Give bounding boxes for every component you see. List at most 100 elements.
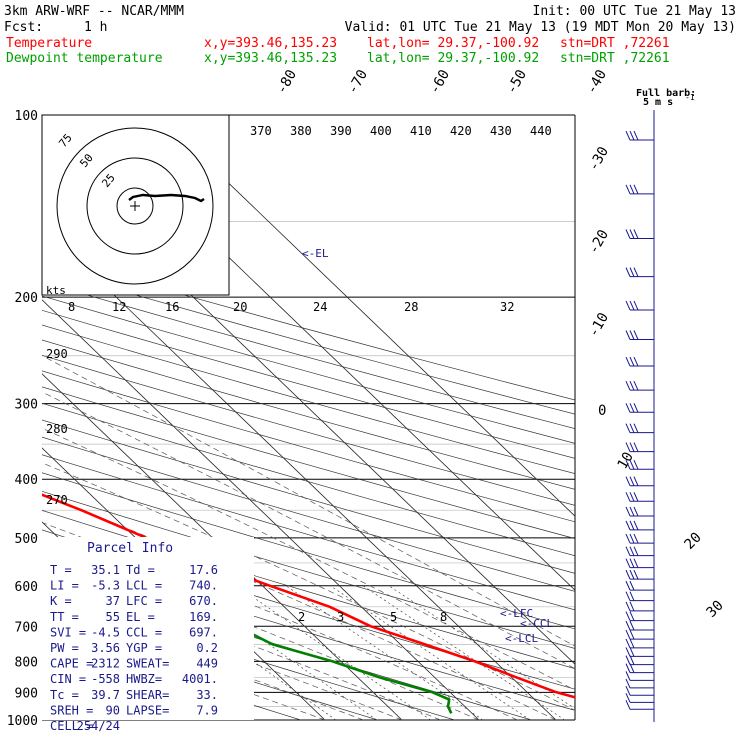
- wind-barb: [625, 380, 654, 391]
- dry-adiabat-line: [42, 339, 575, 490]
- mixing-ratio-label: 8: [440, 610, 447, 624]
- parcel-info-cell: SREH =: [50, 703, 93, 717]
- pressure-tick-label: 400: [15, 473, 38, 488]
- wind-barb: [625, 423, 654, 434]
- mixing-ratio-label: 12: [112, 300, 126, 314]
- forecast-label: Fcst:: [4, 20, 43, 35]
- isotherm-label: -70: [345, 67, 372, 97]
- isotherm-label: -50: [504, 67, 531, 97]
- ccl-label: <-CCL: [520, 617, 553, 630]
- wind-barb: [625, 678, 654, 689]
- mixing-ratio-label: 5: [390, 610, 397, 624]
- legend-temperature: Temperature x,y=393.46,135.23 lat,lon= 2…: [6, 36, 670, 51]
- isotherm-label: -10: [586, 310, 613, 340]
- parcel-info-cell: 55: [106, 610, 120, 624]
- lcl-label: <-LCL: [505, 632, 538, 645]
- isotherm-line: [42, 225, 557, 720]
- theta-e-label: 400: [370, 124, 392, 138]
- legend-temperature-xy: x,y=393.46,135.23: [204, 36, 337, 51]
- valid-time: Valid: 01 UTC Tue 21 May 13 (19 MDT Mon …: [345, 20, 736, 35]
- parcel-info-cell: EL =: [126, 610, 155, 624]
- parcel-info-cell: 2312: [91, 657, 120, 671]
- parcel-info-cell: CELL =: [50, 719, 93, 733]
- wind-barb: [625, 442, 654, 453]
- isotherm-label: -80: [274, 67, 301, 97]
- wind-barb: [625, 229, 654, 239]
- isotherm-label: 0: [598, 403, 606, 419]
- parcel-info-cell: 169.: [189, 610, 218, 624]
- forecast-value: 1 h: [84, 20, 107, 35]
- parcel-info-cell: Td =: [126, 563, 155, 577]
- theta-e-label: 410: [410, 124, 432, 138]
- legend-dewpoint-stn: stn=DRT ,72261: [560, 51, 670, 66]
- mixing-ratio-label: 8: [68, 300, 75, 314]
- pressure-tick-label: 500: [15, 532, 38, 547]
- mixing-ratio-label: 32: [500, 300, 514, 314]
- wind-barb: [625, 601, 654, 612]
- wind-barb: [625, 492, 654, 502]
- dry-adiabat-line: [42, 436, 575, 592]
- wind-barb: [625, 655, 654, 666]
- dry-adiabat-line: [42, 354, 575, 506]
- parcel-info-cell: -4.5: [91, 625, 120, 639]
- mixing-ratio-line: [362, 585, 565, 720]
- dry-adiabat-line: [42, 295, 575, 444]
- parcel-info-cell: 3.56: [91, 641, 120, 655]
- parcel-info-cell: 33.: [196, 688, 218, 702]
- dry-adiabat-label: 270: [46, 493, 68, 507]
- wind-barb: [625, 693, 654, 703]
- wind-barb: [625, 686, 654, 696]
- legend-dewpoint-latlon: lat,lon= 29.37,-100.92: [367, 51, 539, 66]
- theta-e-label: 430: [490, 124, 512, 138]
- parcel-info-cell: SWEAT=: [126, 657, 169, 671]
- parcel-info-title: Parcel Info: [87, 541, 173, 556]
- init-time: Init: 00 UTC Tue 21 May 13: [533, 4, 737, 19]
- wind-barb: [625, 356, 654, 367]
- parcel-info-cell: 449: [196, 657, 218, 671]
- parcel-info-cell: LFC =: [126, 594, 162, 608]
- mixing-ratio-label: 24: [313, 300, 327, 314]
- pressure-tick-label: 700: [15, 620, 38, 635]
- parcel-info-cell: 35.1: [91, 563, 120, 577]
- wind-barb: [625, 580, 654, 591]
- parcel-info-cell: 740.: [189, 579, 218, 593]
- legend-dewpoint-name: Dewpoint temperature: [6, 51, 163, 66]
- parcel-info-cell: 254/24: [77, 719, 120, 733]
- moist-adiabat-line: [42, 391, 575, 670]
- parcel-info-cell: SVI =: [50, 625, 86, 639]
- legend-dewpoint-xy: x,y=393.46,135.23: [204, 51, 337, 66]
- hodograph-ring: [86, 157, 184, 255]
- parcel-info-cell: CAPE =: [50, 657, 93, 671]
- parcel-info-cell: YGP =: [126, 641, 162, 655]
- theta-e-label: 390: [330, 124, 352, 138]
- parcel-info-cell: TT =: [50, 610, 79, 624]
- parcel-info-cell: 7.9: [196, 703, 218, 717]
- wind-barb: [625, 403, 654, 413]
- wind-legend: Full barb: 5 m s -1: [636, 88, 696, 108]
- pressure-tick-label: 100: [15, 109, 38, 124]
- isotherm-label: -40: [584, 67, 611, 97]
- dry-adiabat-line: [42, 324, 575, 475]
- moist-adiabat-line: [42, 493, 557, 720]
- model-title: 3km ARW-WRF -- NCAR/MMM: [4, 4, 184, 19]
- dry-adiabat-label: 280: [46, 422, 68, 436]
- isotherm-label: 30: [704, 598, 727, 621]
- wind-barb: [625, 546, 654, 557]
- hodograph-trace: [128, 193, 205, 203]
- mixing-ratio-label: 28: [404, 300, 418, 314]
- wind-barb: [625, 671, 654, 681]
- parcel-info-box: Parcel Info T = 35.1 Td = 17.6 LI = -5.3 LCL = 7…: [42, 537, 254, 733]
- wind-barb: [625, 533, 654, 544]
- mixing-ratio-line: [330, 585, 531, 720]
- mixing-ratio-line: [236, 585, 431, 720]
- moist-adiabat-line: [42, 462, 575, 711]
- isotherm-line: [157, 115, 575, 517]
- wind-barb: [625, 647, 654, 657]
- pressure-tick-label: 1000: [7, 714, 38, 729]
- hodograph-ring: [56, 127, 214, 285]
- wind-barbs: [625, 110, 655, 722]
- pressure-tick-label: 900: [15, 686, 38, 701]
- wind-legend-exponent: -1: [685, 93, 695, 102]
